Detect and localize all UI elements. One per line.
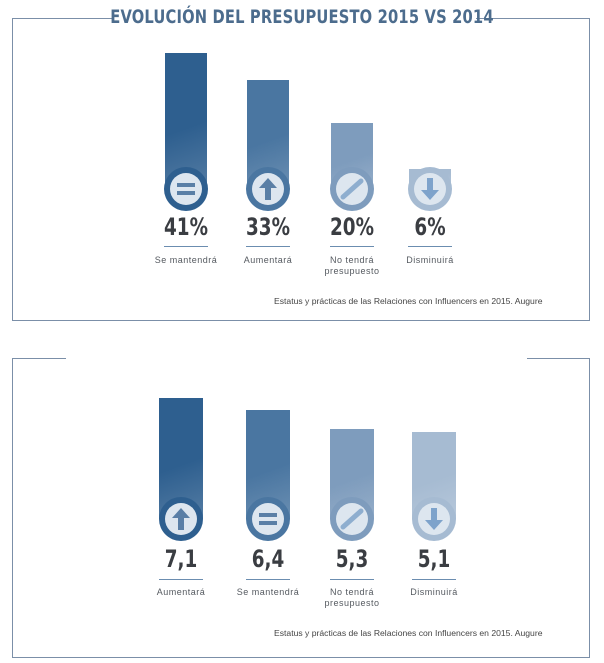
- label-rule: [330, 246, 374, 247]
- label-rule: [412, 579, 456, 580]
- panel-1-top-left-rule: [12, 18, 114, 19]
- category-label: Aumentará: [243, 255, 293, 265]
- data-label: 5,3: [335, 545, 369, 573]
- label-rule: [246, 579, 290, 580]
- source-note: Estatus y prácticas de las Relaciones co…: [274, 296, 543, 306]
- category-label: No tendrá presupuesto: [324, 587, 380, 608]
- label-rule: [246, 246, 290, 247]
- data-label: 6,4: [251, 545, 285, 573]
- label-rule: [159, 579, 203, 580]
- equals-icon: [170, 173, 202, 205]
- chart-bar: [159, 398, 203, 519]
- category-label: Se mantendrá: [154, 255, 218, 265]
- panel-2-top-right-rule: [527, 358, 590, 359]
- arrow-down-icon: [418, 503, 450, 535]
- label-rule: [330, 579, 374, 580]
- category-label: Disminuirá: [406, 255, 454, 265]
- chart-bar-cap: [330, 167, 374, 211]
- panel-1-top-right-rule: [476, 18, 590, 19]
- page-title: EVOLUCIÓN DEL PRESUPUESTO 2015 VS 2014: [110, 6, 494, 28]
- label-rule: [164, 246, 208, 247]
- data-label: 33%: [246, 213, 290, 241]
- chart-bar-cap: [408, 167, 452, 211]
- arrow-down-icon: [414, 173, 446, 205]
- data-label: 6%: [414, 213, 446, 241]
- chart-bar-cap: [159, 497, 203, 541]
- arrow-up-icon: [165, 503, 197, 535]
- arrow-up-icon: [252, 173, 284, 205]
- chart-bar-cap: [164, 167, 208, 211]
- data-label: 20%: [330, 213, 374, 241]
- category-label: Se mantendrá: [236, 587, 300, 597]
- category-label: Aumentará: [156, 587, 206, 597]
- data-label: 5,1: [417, 545, 451, 573]
- chart-bar-cap: [330, 497, 374, 541]
- chart-bar-cap: [246, 167, 290, 211]
- source-note: Estatus y prácticas de las Relaciones co…: [274, 628, 543, 638]
- chart-panel-1: [12, 18, 590, 321]
- panel-2-top-left-rule: [12, 358, 66, 359]
- chart-panel-2: [12, 358, 590, 658]
- label-rule: [408, 246, 452, 247]
- category-label: No tendrá presupuesto: [324, 255, 380, 276]
- slash-icon: [336, 173, 368, 205]
- chart-bar-cap: [246, 497, 290, 541]
- slash-icon: [336, 503, 368, 535]
- equals-icon: [252, 503, 284, 535]
- data-label: 41%: [164, 213, 208, 241]
- data-label: 7,1: [164, 545, 198, 573]
- chart-bar-cap: [412, 497, 456, 541]
- category-label: Disminuirá: [410, 587, 458, 597]
- chart-bar: [165, 53, 207, 189]
